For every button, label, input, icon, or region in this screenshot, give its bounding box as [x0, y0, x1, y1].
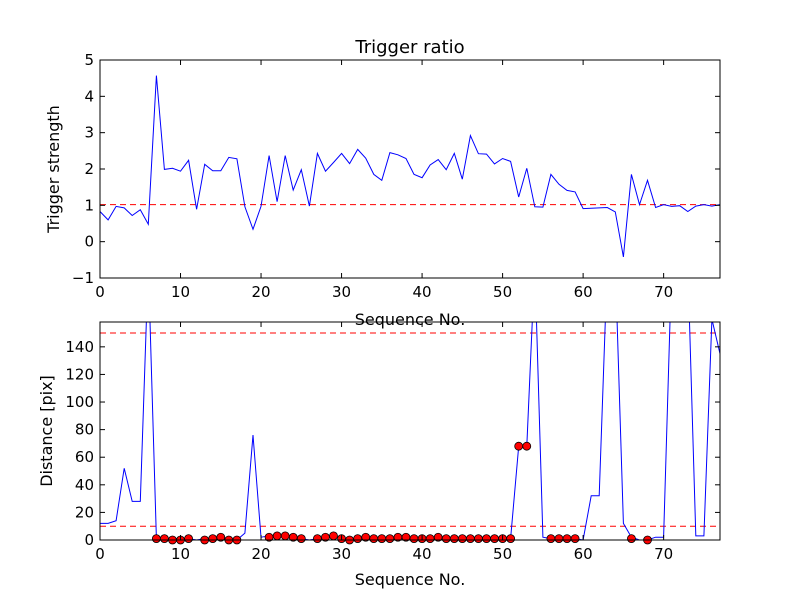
data-point-marker [353, 534, 363, 544]
data-point-marker [474, 534, 483, 544]
data-point-marker [465, 534, 475, 544]
x-tick-label: 40 [413, 545, 432, 563]
bottom-chart: 0 10 20 30 40 50 60 70 0 20 40 60 80 100 120 140 Seque… [37, 321, 721, 589]
data-point-marker [490, 534, 499, 544]
x-tick-label: 30 [332, 283, 351, 301]
data-point-marker [570, 534, 580, 544]
data-point-marker [369, 534, 379, 544]
series-lines [100, 75, 720, 257]
y-tick-label: 0 [84, 233, 94, 251]
y-axis-label: Distance [pix] [37, 375, 56, 487]
data-point-marker [627, 534, 636, 544]
data-point-marker [280, 531, 290, 541]
data-point-marker [425, 534, 435, 544]
data-point-marker [216, 532, 226, 542]
x-tick-label: 0 [95, 283, 105, 301]
x-tick-label: 70 [654, 545, 673, 563]
x-tick-label: 50 [493, 283, 512, 301]
y-tick-label: 2 [84, 160, 94, 178]
data-point-marker [329, 531, 338, 541]
data-point-marker [482, 534, 491, 544]
y-tick-label: 60 [75, 448, 94, 466]
x-tick-label: 10 [171, 283, 190, 301]
series-line [100, 322, 720, 540]
chart-title: Trigger ratio [354, 37, 464, 58]
y-tick-label: 0 [84, 531, 94, 549]
data-point-marker [441, 534, 451, 544]
y-tick-label: 1 [84, 196, 94, 214]
x-axis-label: Sequence No. [355, 570, 466, 589]
y-tick-label: −1 [72, 269, 94, 287]
y-tick-label: 5 [84, 51, 94, 69]
data-point-marker [506, 534, 516, 544]
x-tick-label: 0 [95, 545, 105, 563]
y-tick-label: 140 [65, 338, 94, 356]
data-point-marker [562, 534, 572, 544]
data-point-marker [377, 534, 387, 544]
y-tick-label: 40 [75, 476, 94, 494]
x-tick-label: 60 [574, 545, 593, 563]
y-tick-label: 3 [84, 124, 94, 142]
data-point-marker [522, 441, 532, 451]
y-axis-label: Trigger strength [44, 105, 63, 234]
data-point-marker [296, 534, 306, 544]
y-tick-label: 80 [75, 421, 94, 439]
data-point-marker [514, 441, 524, 451]
data-point-marker [208, 534, 218, 544]
y-tick-label: 4 [84, 87, 94, 105]
x-tick-label: 70 [654, 283, 673, 301]
x-ticks: 0 10 20 30 40 50 60 70 [95, 322, 673, 563]
plot-frame [99, 321, 721, 541]
data-point-marker [184, 534, 193, 544]
y-tick-label: 100 [65, 393, 94, 411]
x-tick-label: 40 [413, 283, 432, 301]
x-ticks: 0 10 20 30 40 50 60 70 [95, 60, 673, 301]
data-point-marker [546, 534, 556, 544]
data-point-marker [160, 534, 169, 544]
x-tick-label: 30 [332, 545, 351, 563]
x-tick-label: 20 [251, 283, 270, 301]
plot-frame [99, 59, 721, 279]
x-axis-label: Sequence No. [355, 310, 466, 329]
data-point-marker [554, 534, 564, 544]
x-tick-label: 60 [574, 283, 593, 301]
data-point-marker [457, 534, 467, 544]
data-point-marker [151, 534, 161, 544]
x-tick-label: 50 [493, 545, 512, 563]
data-point-marker [385, 534, 395, 544]
y-tick-label: 120 [65, 365, 94, 383]
threshold-lines [100, 332, 720, 527]
series-lines [100, 322, 720, 540]
data-point-marker [409, 534, 419, 544]
y-tick-label: 20 [75, 503, 94, 521]
data-point-marker [313, 534, 322, 544]
data-point-marker [449, 534, 459, 544]
x-tick-label: 10 [171, 545, 190, 563]
x-tick-label: 20 [251, 545, 270, 563]
marker-points [151, 441, 652, 545]
data-point-marker [272, 531, 282, 541]
series-line [100, 75, 720, 257]
y-ticks: −1 0 1 2 3 4 5 [72, 51, 720, 287]
y-ticks: 0 20 40 60 80 100 120 140 [65, 338, 720, 549]
